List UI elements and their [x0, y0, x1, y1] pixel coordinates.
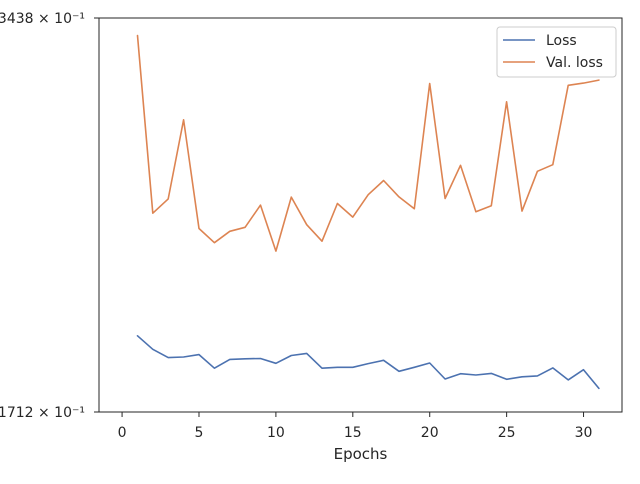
series-line-loss	[136, 334, 600, 390]
data-point	[244, 226, 246, 228]
data-point	[167, 198, 169, 200]
data-point	[414, 208, 416, 210]
x-tick-label: 10	[267, 425, 285, 441]
data-point	[337, 203, 339, 205]
x-tick-label: 5	[195, 425, 204, 441]
data-point	[137, 35, 139, 37]
data-point	[583, 369, 585, 371]
legend-label-val-loss: Val. loss	[546, 55, 603, 71]
data-point	[460, 165, 462, 167]
data-point	[183, 356, 185, 358]
y-tick-label: 1712 × 10⁻¹	[0, 405, 85, 421]
data-point	[167, 357, 169, 359]
data-point	[137, 335, 139, 337]
data-point	[367, 194, 369, 196]
data-point	[398, 370, 400, 372]
x-axis-ticks: 0 5 10 15 20 25 30	[118, 412, 593, 441]
data-point	[198, 228, 200, 230]
data-point	[214, 242, 216, 244]
data-point	[275, 250, 277, 252]
data-point	[460, 373, 462, 375]
data-point	[229, 231, 231, 233]
data-point	[321, 240, 323, 242]
series-layer	[136, 34, 600, 390]
data-point	[521, 376, 523, 378]
data-point	[490, 205, 492, 207]
data-point	[352, 366, 354, 368]
legend-label-loss: Loss	[546, 33, 577, 49]
data-point	[567, 379, 569, 381]
data-point	[152, 348, 154, 350]
data-point	[306, 224, 308, 226]
data-point	[429, 362, 431, 364]
x-tick-label: 30	[575, 425, 593, 441]
data-point	[383, 180, 385, 182]
data-point	[567, 84, 569, 86]
x-tick-label: 0	[118, 425, 127, 441]
data-point	[444, 198, 446, 200]
data-point	[198, 354, 200, 356]
plot-frame	[98, 17, 623, 413]
data-point	[552, 367, 554, 369]
data-point	[321, 367, 323, 369]
data-point	[352, 216, 354, 218]
data-point	[260, 358, 262, 360]
data-point	[275, 363, 277, 365]
data-point	[290, 355, 292, 357]
data-point	[260, 204, 262, 206]
x-tick-label: 20	[421, 425, 439, 441]
data-point	[244, 358, 246, 360]
y-tick-label: 3438 × 10⁻¹	[0, 11, 85, 27]
data-point	[583, 82, 585, 84]
data-point	[414, 366, 416, 368]
data-point	[152, 212, 154, 214]
data-point	[521, 210, 523, 212]
data-point	[429, 83, 431, 85]
data-point	[475, 374, 477, 376]
data-point	[337, 366, 339, 368]
data-point	[490, 373, 492, 375]
data-point	[229, 359, 231, 361]
data-point	[537, 171, 539, 173]
data-point	[444, 378, 446, 380]
data-point	[506, 101, 508, 103]
data-point	[598, 79, 600, 81]
data-point	[290, 196, 292, 198]
data-point	[367, 363, 369, 365]
series-line-val-loss	[136, 34, 600, 252]
data-point	[183, 119, 185, 121]
data-point	[398, 196, 400, 198]
legend: Loss Val. loss	[496, 26, 617, 78]
data-point	[475, 211, 477, 213]
x-axis-label: Epochs	[334, 445, 388, 463]
data-point	[598, 388, 600, 390]
data-point	[552, 164, 554, 166]
x-tick-label: 25	[498, 425, 516, 441]
data-point	[214, 367, 216, 369]
data-point	[383, 360, 385, 362]
y-axis-ticks: 3438 × 10⁻¹ 1712 × 10⁻¹	[0, 11, 99, 421]
data-point	[306, 353, 308, 355]
x-tick-label: 15	[344, 425, 362, 441]
data-point	[506, 378, 508, 380]
data-point	[537, 375, 539, 377]
